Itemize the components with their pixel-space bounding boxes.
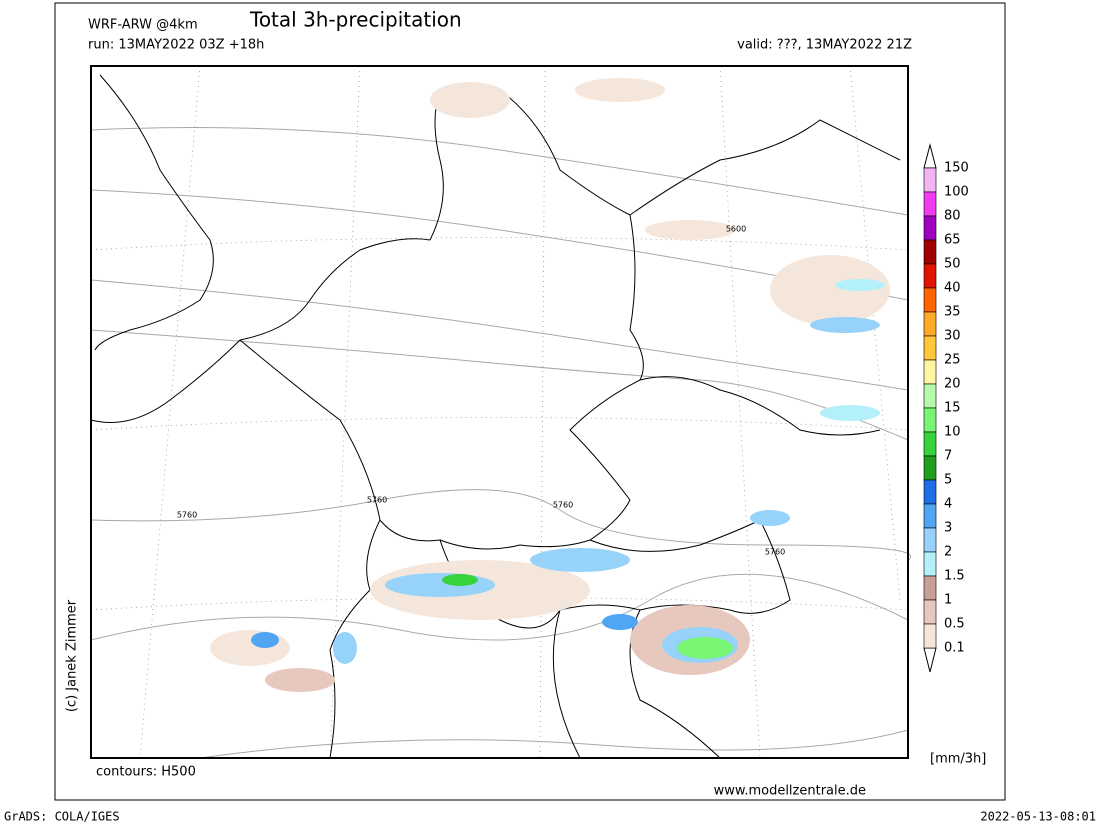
legend-label: 80 [944, 209, 961, 224]
legend-label: 15 [944, 401, 961, 416]
legend-label: 4 [944, 497, 952, 512]
contours-label: contours: H500 [96, 765, 196, 780]
legend-unit: [mm/3h] [930, 752, 986, 767]
map-title: Total 3h-precipitation [249, 8, 462, 32]
legend-swatch [923, 527, 937, 553]
legend-label: 0.1 [944, 641, 965, 656]
valid-label: valid: ???, 13MAY2022 21Z [737, 38, 912, 53]
model-label: WRF-ARW @4km [88, 18, 198, 33]
coastlines-borders [90, 74, 901, 759]
contour-label: 5760 [177, 511, 197, 520]
legend-swatch [923, 599, 937, 625]
grads-label: GrADS: COLA/IGES [4, 810, 120, 824]
legend-swatch [923, 263, 937, 289]
legend-label: 65 [944, 233, 961, 248]
legend-swatch [923, 431, 937, 457]
contour-label: 5760 [765, 548, 785, 557]
legend-swatch [923, 455, 937, 481]
legend-swatch [923, 407, 937, 433]
timestamp: 2022-05-13-08:01 [980, 810, 1096, 824]
legend-swatch [923, 239, 937, 265]
precipitation [210, 78, 890, 692]
legend-label: 30 [944, 329, 961, 344]
legend-label: 35 [944, 305, 961, 320]
legend-swatch [923, 215, 937, 241]
legend-label: 10 [944, 425, 961, 440]
legend-label: 40 [944, 281, 961, 296]
legend-swatch [923, 503, 937, 529]
legend-swatch [923, 287, 937, 313]
run-label: run: 13MAY2022 03Z +18h [88, 38, 264, 53]
legend-label: 20 [944, 377, 961, 392]
website: www.modellzentrale.de [714, 784, 866, 799]
legend-label: 50 [944, 257, 961, 272]
legend-swatch [923, 359, 937, 385]
color-legend: 150 100 80 65 50 40 35 30 25 20 15 10 7 5 4 3 2 1.5 1 0.5 0.… [923, 143, 969, 673]
legend-label: 25 [944, 353, 961, 368]
legend-swatch [923, 335, 937, 361]
legend-label: 100 [944, 185, 969, 200]
legend-swatch [923, 383, 937, 409]
legend-label: 2 [944, 545, 952, 560]
legend-label: 1 [944, 593, 952, 608]
map-frame [90, 65, 909, 759]
legend-swatch [923, 551, 937, 577]
legend-label: 7 [944, 449, 952, 464]
legend-swatch [923, 575, 937, 601]
legend-label: 0.5 [944, 617, 965, 632]
legend-swatch [923, 311, 937, 337]
contour-labels: 5600 5760 5760 5760 5760 [177, 225, 785, 557]
legend-swatch [923, 191, 937, 217]
map: 5600 5760 5760 5760 5760 [90, 65, 912, 759]
legend-label: 1.5 [944, 569, 965, 584]
legend-swatch [923, 623, 937, 649]
legend-label: 150 [944, 161, 969, 176]
contour-label: 5760 [553, 501, 573, 510]
legend-swatch [923, 167, 937, 193]
legend-swatch [923, 479, 937, 505]
copyright: (c) Janek Zimmer [65, 599, 80, 712]
contour-label: 5600 [726, 225, 746, 234]
legend-label: 3 [944, 521, 952, 536]
legend-label: 5 [944, 473, 952, 488]
contour-label: 5760 [367, 496, 387, 505]
